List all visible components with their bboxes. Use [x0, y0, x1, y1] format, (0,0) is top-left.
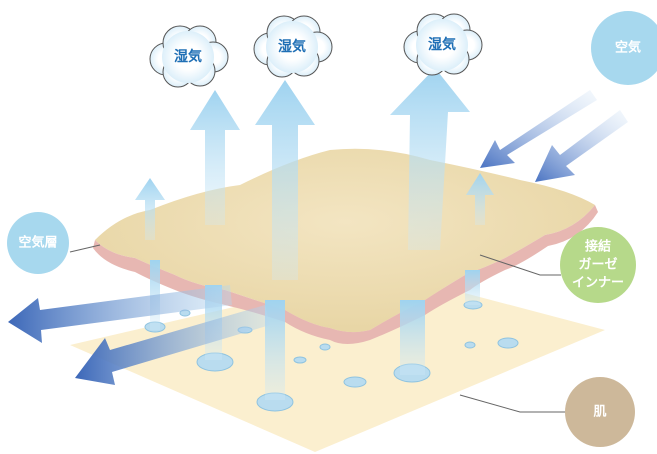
gauze-badge — [560, 227, 636, 303]
air-layer-badge — [7, 212, 69, 274]
skin-badge — [565, 377, 635, 447]
skin-label: 肌 — [593, 405, 606, 420]
air-label: 空気 — [615, 40, 641, 56]
cloud-label: 湿気 — [278, 38, 306, 55]
cloud-fill — [416, 19, 468, 71]
cloud-label: 湿気 — [428, 36, 456, 53]
air-layer-label: 空気層 — [18, 235, 57, 251]
cloud-fill — [162, 31, 214, 83]
gauze-line: インナー — [572, 276, 624, 291]
gauze-line: ガーゼ — [578, 257, 617, 273]
cloud-fill — [266, 21, 318, 73]
air-arrows — [8, 90, 628, 385]
skin-plane — [70, 272, 605, 452]
air-badge — [591, 11, 657, 85]
cloud-label: 湿気 — [174, 48, 202, 65]
leader-lines — [69, 244, 566, 413]
gauze-line: 接結 — [585, 239, 611, 255]
